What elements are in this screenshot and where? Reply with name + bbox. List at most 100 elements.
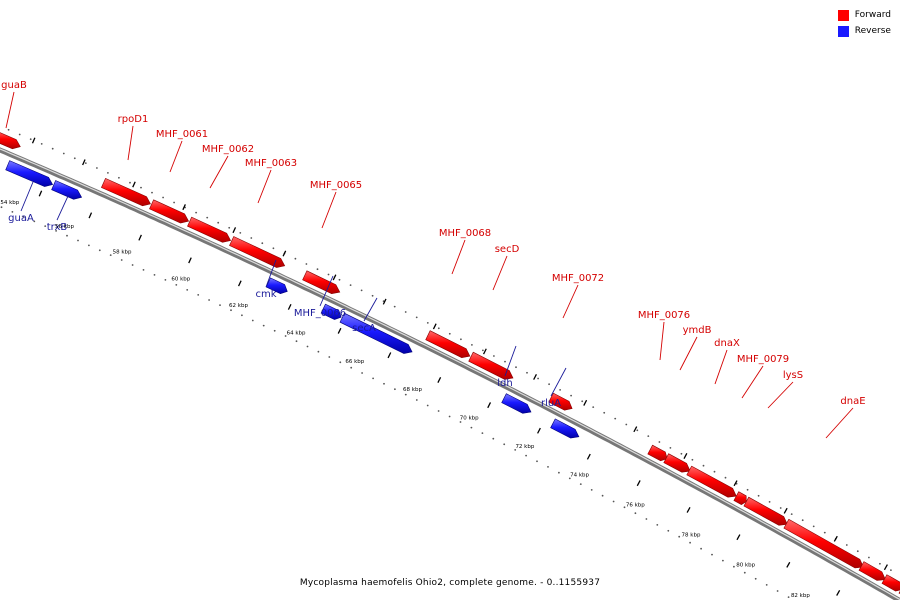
guide-dot <box>601 494 604 497</box>
strand-tick <box>432 323 437 330</box>
gene-dnax[interactable] <box>686 465 737 498</box>
gene-mhf-0061[interactable] <box>149 199 190 224</box>
gene-label-cmk[interactable]: cmk <box>255 289 276 300</box>
guide-dot <box>460 338 462 341</box>
guide-dot <box>536 460 538 463</box>
gene-label-dnae[interactable]: dnaE <box>840 396 865 407</box>
guide-dot <box>77 239 79 242</box>
leader-line <box>714 349 728 385</box>
gene-label-mhf-0068[interactable]: MHF_0068 <box>439 228 491 239</box>
tick-label: 54 kbp <box>0 200 19 206</box>
gene-mhf-0068[interactable] <box>425 330 471 359</box>
gene-rpod1[interactable] <box>101 178 151 207</box>
gene-guab[interactable] <box>0 131 21 150</box>
guide-dot <box>634 512 637 515</box>
tick-label: 78 kbp <box>682 532 701 538</box>
guide-dot <box>581 400 584 403</box>
gene-label-mhf-0063[interactable]: MHF_0063 <box>245 158 297 169</box>
gene-label-mhf-0065[interactable]: MHF_0065 <box>310 180 362 191</box>
tick-label: 64 kbp <box>287 330 306 336</box>
gene-label-mhf-0072[interactable]: MHF_0072 <box>552 273 604 284</box>
gene-label-ymdb[interactable]: ymdB <box>683 325 712 336</box>
gene-mhf-0076[interactable] <box>647 444 668 462</box>
gene-label-secd[interactable]: secD <box>495 244 520 255</box>
guide-dot <box>250 237 253 239</box>
gene-secd[interactable] <box>468 351 514 380</box>
gene-label-mhf-0066[interactable]: MHF_0066 <box>294 308 346 319</box>
guide-dot <box>437 410 440 412</box>
gene-guaa[interactable] <box>5 160 54 187</box>
guide-dot <box>656 524 659 526</box>
gene-lyss[interactable] <box>743 496 788 526</box>
guide-dot <box>230 309 232 312</box>
gene-label-mhf-0062[interactable]: MHF_0062 <box>202 144 254 155</box>
gene-label-guaa[interactable]: guaA <box>8 213 34 224</box>
forward-strand-ticks <box>31 137 888 571</box>
leader-line <box>20 181 34 212</box>
gene-label-seca[interactable]: secA <box>352 323 376 334</box>
guide-dot <box>790 513 793 515</box>
gene-seca[interactable] <box>339 312 413 354</box>
guide-dot <box>470 426 473 429</box>
gene-label-mhf-0079[interactable]: MHF_0079 <box>737 354 789 365</box>
guide-dot <box>548 383 550 386</box>
guide-dot <box>669 447 672 449</box>
guide-dot <box>262 324 265 327</box>
gene-label-guab[interactable]: guaB <box>1 80 27 91</box>
tick-label: 76 kbp <box>626 502 645 508</box>
gene-unlabeled[interactable] <box>881 574 900 592</box>
leader-line <box>767 381 794 409</box>
guide-dot <box>360 289 363 292</box>
gene-unlabeled[interactable] <box>858 561 886 581</box>
guide-dot <box>515 366 517 369</box>
guide-dot <box>251 319 254 322</box>
guide-dot <box>667 529 670 532</box>
strand-tick <box>537 427 541 434</box>
guide-dot <box>142 269 145 271</box>
gene-label-trxb[interactable]: trxB <box>47 222 68 233</box>
gene-label-mhf-0061[interactable]: MHF_0061 <box>156 129 208 140</box>
gene-label-lyss[interactable]: lysS <box>783 370 803 381</box>
guide-dot <box>62 152 65 155</box>
gene-label-rlua[interactable]: rluA <box>541 398 561 409</box>
guide-dot <box>404 311 407 313</box>
guide-dot <box>801 519 804 522</box>
guide-dot <box>371 294 374 297</box>
strand-tick <box>487 402 492 409</box>
gene-label-rpod1[interactable]: rpoD1 <box>118 114 149 125</box>
strand-tick <box>783 507 788 514</box>
guide-dot <box>845 544 848 546</box>
guide-dot <box>636 429 639 432</box>
strand-tick <box>237 280 242 287</box>
gene-label-mhf-0076[interactable]: MHF_0076 <box>638 310 690 321</box>
gene-mhf-0066[interactable] <box>320 303 342 320</box>
guide-dot <box>645 518 648 520</box>
guide-dot <box>175 284 178 286</box>
gene-rlua[interactable] <box>550 418 580 439</box>
gene-mhf-0079[interactable] <box>733 491 747 505</box>
guide-dot <box>239 232 242 234</box>
strand-tick <box>88 212 93 219</box>
gene-mhf-0065[interactable] <box>302 270 341 295</box>
gene-label-ldh[interactable]: ldh <box>497 378 512 389</box>
guide-dot <box>711 553 713 556</box>
gene-dnae[interactable] <box>783 518 864 569</box>
guide-dot <box>206 216 209 219</box>
guide-dot <box>779 507 782 509</box>
guide-dot <box>11 211 14 213</box>
gene-ymdb[interactable] <box>663 453 691 473</box>
guide-dot <box>339 361 342 364</box>
leader-line <box>265 259 277 288</box>
strand-tick <box>132 181 136 188</box>
strand-tick <box>282 250 287 257</box>
strand-tick <box>683 453 688 459</box>
gene-trxb[interactable] <box>51 180 83 200</box>
gene-label-dnax[interactable]: dnaX <box>714 338 740 349</box>
gene-ldh[interactable] <box>501 393 532 414</box>
guide-dot <box>40 143 43 145</box>
gene-mhf-0062[interactable] <box>187 216 232 243</box>
strand-tick <box>138 234 142 241</box>
guide-dot <box>812 525 815 528</box>
gene-mhf-0072[interactable] <box>548 392 573 411</box>
gene-mhf-0063[interactable] <box>229 236 286 268</box>
